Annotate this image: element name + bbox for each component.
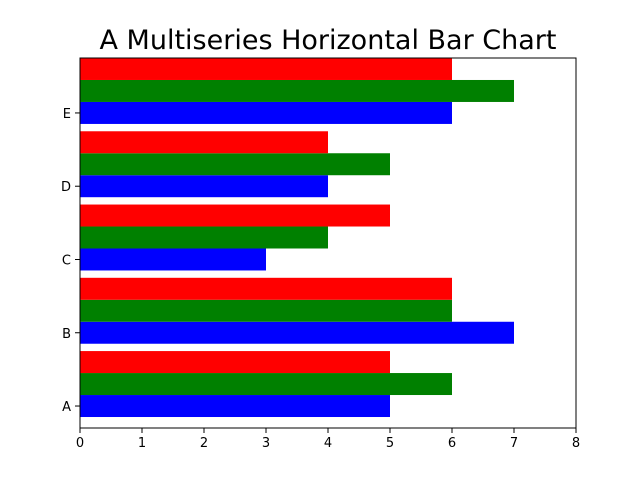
x-tick-label: 4 (324, 436, 332, 451)
bar-A-series-2 (80, 373, 452, 396)
bar-B-series-1 (80, 321, 514, 344)
bar-C-series-1 (80, 248, 266, 271)
x-tick-label: 7 (510, 436, 518, 451)
x-tick-label: 5 (386, 436, 394, 451)
bars-layer (80, 58, 514, 418)
bar-D-series-3 (80, 131, 328, 154)
bar-A-series-1 (80, 395, 390, 418)
y-tick-label: D (61, 180, 71, 195)
bar-E-series-2 (80, 79, 514, 102)
x-tick-label: 6 (448, 436, 456, 451)
x-tick-label: 8 (572, 436, 580, 451)
y-tick-label: E (63, 107, 71, 122)
x-tick-label: 2 (200, 436, 208, 451)
y-tick-label: C (62, 253, 71, 268)
y-tick-label: B (62, 327, 71, 342)
bar-C-series-2 (80, 226, 328, 249)
bar-B-series-3 (80, 277, 452, 300)
bar-C-series-3 (80, 204, 390, 227)
bar-A-series-3 (80, 351, 390, 374)
bar-B-series-2 (80, 299, 452, 322)
x-axis: 0 1 2 3 4 5 6 7 8 (76, 428, 580, 451)
bar-E-series-1 (80, 101, 452, 124)
bar-E-series-3 (80, 58, 452, 80)
x-tick-label: 0 (76, 436, 84, 451)
bar-D-series-2 (80, 153, 390, 176)
chart-title: A Multiseries Horizontal Bar Chart (100, 25, 557, 56)
x-tick-label: 1 (138, 436, 146, 451)
x-tick-label: 3 (262, 436, 270, 451)
bar-D-series-1 (80, 175, 328, 198)
y-tick-label: A (62, 400, 71, 415)
y-axis: A B C D E (61, 107, 80, 415)
